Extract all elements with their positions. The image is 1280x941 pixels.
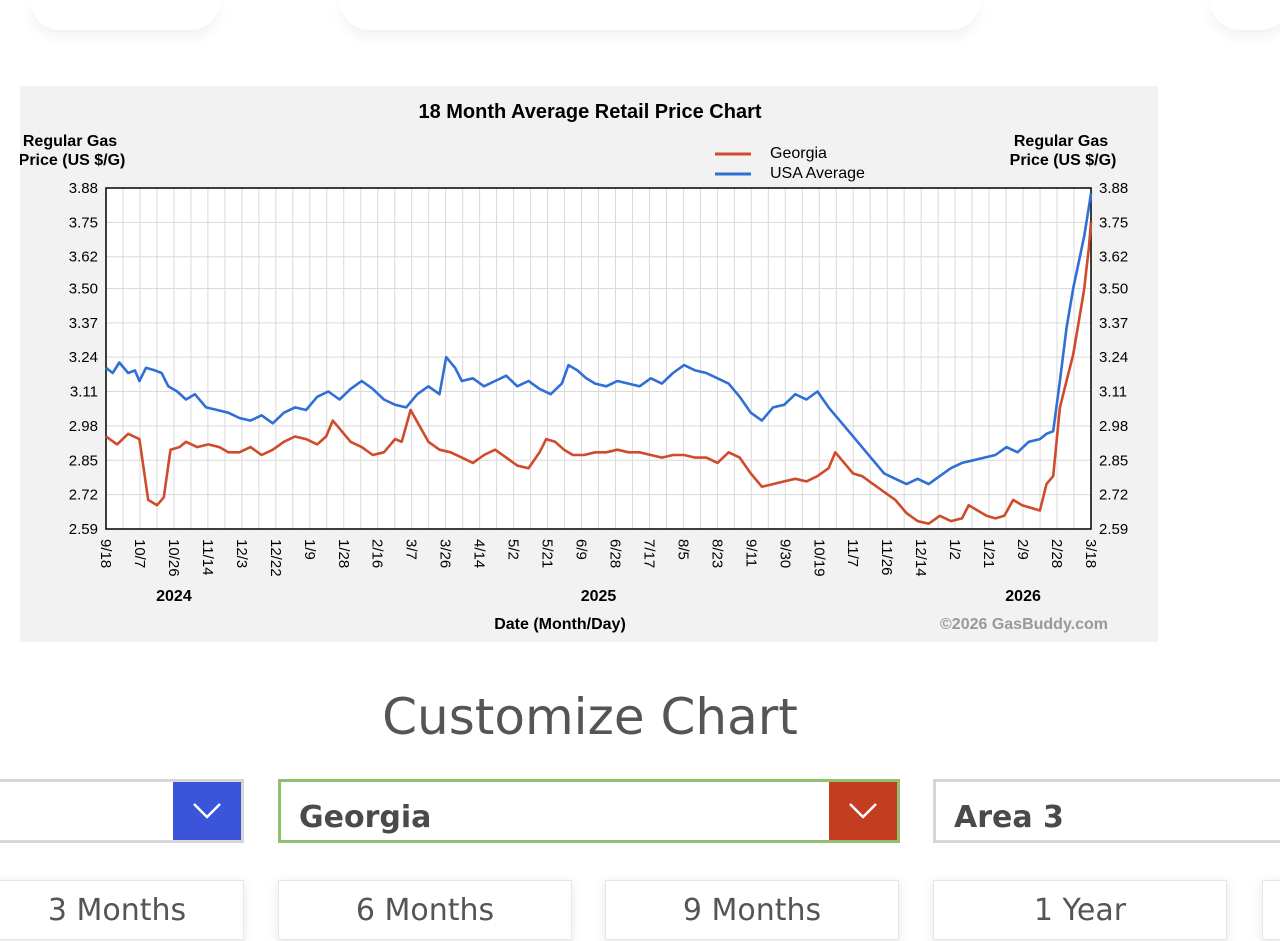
y-tick-label-right: 3.11 (1099, 384, 1127, 401)
state-select-caret[interactable] (829, 782, 897, 840)
x-tick-label: 3/18 (1082, 539, 1099, 568)
y-tick-label-right: 3.75 (1099, 214, 1128, 231)
y-tick-label-left: 2.85 (69, 452, 98, 469)
area-select[interactable]: Area 3 (933, 779, 1280, 843)
y-tick-label-right: 3.24 (1099, 349, 1128, 366)
x-tick-label: 2/28 (1048, 539, 1065, 568)
x-tick-label: 2/16 (369, 539, 386, 568)
x-tick-label: 3/7 (403, 539, 420, 560)
y-axis-label-left: Regular Gas (23, 133, 117, 150)
y-tick-label-left: 3.50 (69, 280, 98, 297)
state-select-value: Georgia (299, 800, 432, 835)
x-tick-label: 1/2 (946, 539, 963, 560)
plot-border (105, 187, 1092, 530)
x-year-label: 2026 (1005, 588, 1041, 605)
x-tick-label: 11/26 (878, 539, 895, 575)
x-tick-label: 11/7 (844, 539, 861, 567)
legend-label: USA Average (770, 165, 865, 182)
y-tick-label-right: 3.62 (1099, 249, 1128, 266)
y-tick-label-right: 3.88 (1099, 180, 1128, 197)
x-tick-label: 1/28 (335, 539, 352, 568)
range-3-months-button[interactable]: 3 Months (0, 880, 244, 940)
customize-chart-title: Customize Chart (382, 688, 798, 746)
y-tick-label-left: 3.75 (69, 214, 98, 231)
x-year-label: 2024 (156, 588, 192, 605)
legend-label: Georgia (770, 145, 827, 162)
x-tick-label: 5/2 (505, 539, 522, 560)
y-tick-label-right: 2.98 (1099, 418, 1128, 435)
x-axis-label: Date (Month/Day) (494, 616, 626, 633)
x-tick-label: 10/7 (131, 539, 148, 568)
top-card-left (30, 0, 220, 30)
range-1-year-button[interactable]: 1 Year (933, 880, 1227, 940)
series-line-usa-average (105, 193, 1093, 486)
y-tick-label-left: 3.11 (70, 384, 98, 401)
y-tick-label-left: 2.72 (69, 487, 98, 504)
x-tick-label: 3/26 (437, 539, 454, 568)
x-year-label: 2025 (581, 588, 617, 605)
y-tick-label-right: 2.85 (1099, 452, 1128, 469)
range-9-months-button[interactable]: 9 Months (605, 880, 899, 940)
x-tick-label: 6/28 (606, 539, 623, 568)
x-tick-label: 11/14 (199, 539, 216, 575)
x-tick-label: 4/14 (471, 539, 488, 568)
range-more-button[interactable] (1262, 880, 1280, 940)
y-tick-label-left: 3.88 (69, 180, 98, 197)
x-tick-label: 1/9 (301, 539, 318, 560)
x-tick-label: 8/5 (674, 539, 691, 560)
state-select[interactable]: Georgia (278, 779, 900, 843)
y-tick-label-left: 3.24 (69, 349, 98, 366)
x-tick-label: 6/9 (573, 539, 590, 560)
watermark: ©2026 GasBuddy.com (940, 616, 1108, 633)
y-tick-label-left: 2.98 (69, 418, 98, 435)
chevron-down-icon (849, 803, 877, 819)
x-tick-label: 12/22 (267, 539, 284, 577)
top-card-right (1210, 0, 1280, 30)
y-axis-label-left: Price (US $/G) (20, 152, 125, 169)
chart-title: 18 Month Average Retail Price Chart (418, 101, 761, 123)
x-tick-label: 12/3 (233, 539, 250, 568)
y-tick-label-left: 3.37 (69, 315, 98, 332)
range-6-months-button[interactable]: 6 Months (278, 880, 572, 940)
y-axis-label-right: Price (US $/G) (1010, 152, 1117, 169)
country-select-caret[interactable] (173, 782, 241, 840)
x-tick-label: 7/17 (640, 539, 657, 568)
price-chart: 3.88 3.88 3.75 3.75 3.62 3.62 3.50 3.50 3.37 3.37… (20, 86, 1158, 642)
x-tick-label: 9/30 (776, 539, 793, 568)
x-tick-label: 9/11 (742, 539, 759, 567)
y-tick-label-right: 2.72 (1099, 487, 1128, 504)
x-tick-label: 9/18 (97, 539, 114, 568)
price-chart-svg: 3.88 3.88 3.75 3.75 3.62 3.62 3.50 3.50 3.37 3.37… (20, 101, 1128, 633)
y-tick-label-right: 3.37 (1099, 315, 1128, 332)
chevron-down-icon (193, 803, 221, 819)
area-select-value: Area 3 (954, 800, 1064, 835)
top-card-middle (340, 0, 980, 30)
y-tick-label-left: 3.62 (69, 249, 98, 266)
x-tick-label: 5/21 (539, 539, 556, 568)
x-tick-label: 8/23 (708, 539, 725, 568)
x-tick-label: 10/19 (810, 539, 827, 577)
country-select[interactable] (0, 779, 244, 843)
y-tick-label-right: 2.59 (1099, 521, 1128, 538)
y-tick-label-right: 3.50 (1099, 280, 1128, 297)
y-axis-label-right: Regular Gas (1014, 133, 1108, 150)
x-tick-label: 1/21 (980, 539, 997, 568)
series-line-georgia (105, 222, 1093, 525)
x-tick-label: 12/14 (912, 539, 929, 577)
x-tick-label: 10/26 (165, 539, 182, 577)
x-tick-label: 2/9 (1014, 539, 1031, 560)
y-tick-label-left: 2.59 (69, 521, 98, 538)
